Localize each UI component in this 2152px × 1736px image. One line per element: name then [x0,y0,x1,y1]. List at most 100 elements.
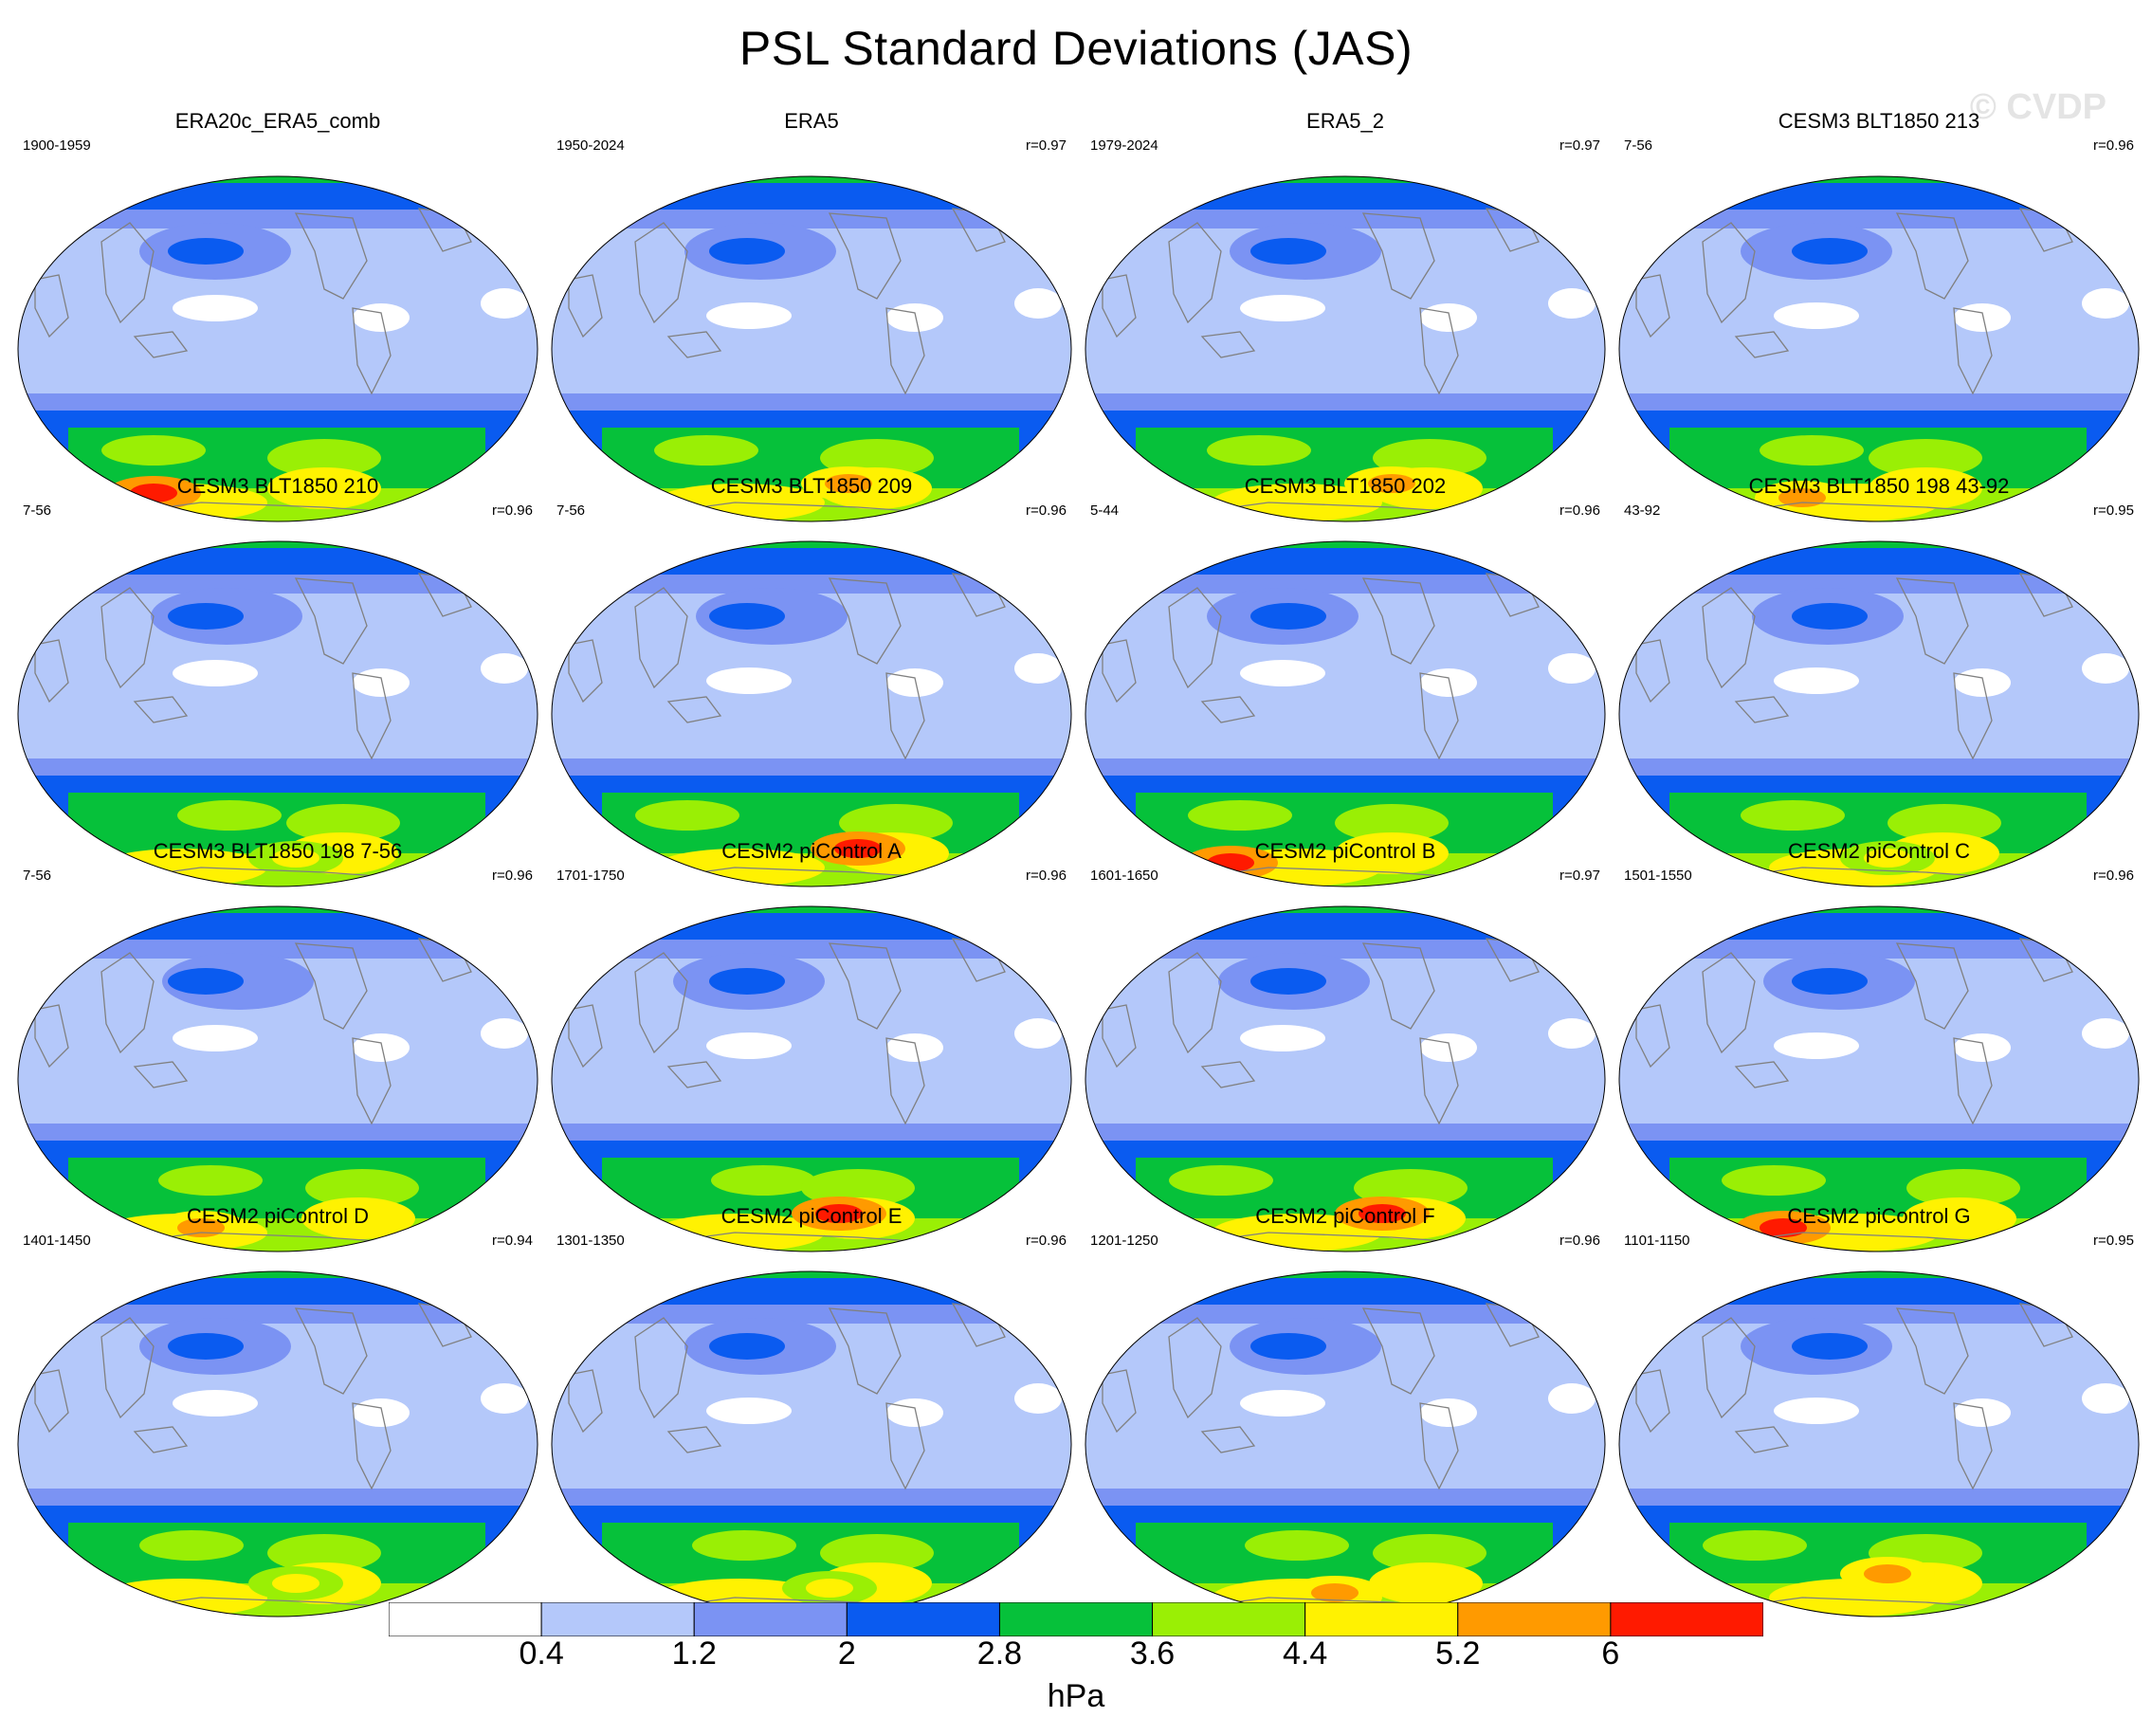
coastline [1953,1037,1993,1125]
coastline [1895,577,1969,665]
field-lobe [820,1534,934,1572]
field-patch [1548,288,1596,319]
field-band [18,1271,538,1305]
field-band [1249,541,1439,548]
panel-title: CESM2 piControl A [721,839,902,863]
coastline [1168,222,1222,324]
colorbar-units: hPa [1047,1678,1105,1714]
field-patch [2082,288,2129,319]
field-max [825,474,872,493]
coastline [100,1317,155,1419]
coastline [1200,1061,1256,1088]
panel-correlation: r=0.97 [1559,137,1600,154]
coastline [1953,1402,1993,1490]
coastline [1168,1317,1222,1419]
colorbar-swatch [1152,1602,1306,1636]
panel-years: 1101-1150 [1624,1233,1690,1249]
panel-title: CESM3 BLT1850 213 [1778,109,1980,133]
field-patch [706,1398,792,1424]
field-patch [1014,288,1062,319]
coastline [1702,1317,1756,1419]
field-lobe [1188,800,1292,831]
coastline [1635,1369,1670,1434]
coastline [133,696,189,723]
colorbar-tick-label: 6 [1601,1635,1620,1672]
field-patch [1240,660,1325,686]
panel-correlation: r=0.96 [492,503,533,519]
field-lobe [1369,1562,1483,1604]
field-patch [1240,1025,1325,1051]
coastline [1168,952,1222,1054]
field-lobe [654,435,758,466]
panel-correlation: r=0.94 [492,1233,533,1249]
map-panel: CESM3 BLT1850 213 7-56 r=0.96 [1613,109,2145,522]
field-lobe [1869,439,1982,477]
coastline [1361,212,1435,300]
field-band [1085,541,1605,575]
field-lobe [709,1333,785,1360]
panel-years: 1950-2024 [556,137,625,154]
coastline [1102,1004,1137,1069]
coastline [352,307,392,395]
panel-correlation: r=0.96 [1559,503,1600,519]
coastline [1702,952,1756,1054]
panel-years: 7-56 [23,503,52,519]
panel-correlation: r=0.96 [492,868,533,884]
field-patch [2082,653,2129,684]
coastline [1419,307,1459,395]
field-lobe [1888,804,2001,842]
coastline [100,952,155,1054]
field-patch [481,1383,528,1414]
field-lobe [709,968,785,995]
panel-title: CESM3 BLT1850 198 43-92 [1748,474,2010,498]
coastline [352,1037,392,1125]
field-band [18,176,538,210]
field-patch [353,668,410,697]
colorbar-swatch [389,1602,542,1636]
coastline [133,1061,189,1088]
coastline [100,587,155,689]
field-lobe [1207,435,1311,466]
colorbar-tick-label: 2 [837,1635,856,1672]
coastline [1200,1426,1256,1453]
colorbar-tick-label: 4.4 [1283,1635,1328,1672]
field-patch [1014,653,1062,684]
page-title: PSL Standard Deviations (JAS) [739,22,1413,75]
colorbar-tick-label: 3.6 [1129,1635,1176,1672]
coastline [1734,1426,1790,1453]
map-panel: CESM2 piControl B 1601-1650 r=0.97 [1079,839,1612,1252]
coastline [634,1317,688,1419]
field-patch [886,1398,943,1427]
map-outline [17,1270,538,1617]
map-outline [1085,175,1606,522]
field-lobe [267,1534,381,1572]
map-panel: CESM3 BLT1850 198 7-56 7-56 r=0.96 [11,839,544,1252]
field-band [1085,1271,1605,1305]
field-patch [1014,1018,1062,1049]
map-panel: CESM3 BLT1850 210 7-56 r=0.96 [11,474,544,887]
field-patch [1420,303,1477,332]
field-lobe [177,800,282,831]
panel-years: 7-56 [23,868,52,884]
field-lobe [1335,832,1449,874]
panel-years: 5-44 [1090,503,1120,519]
map-outline [1618,1270,2140,1617]
field-patch [706,667,792,694]
field-patch [353,1033,410,1062]
coastline [568,1369,603,1434]
panel-title: CESM2 piControl D [187,1204,369,1228]
panel-title: CESM2 piControl B [1254,839,1436,863]
field-patch [1420,1033,1477,1062]
field-lobe [1792,603,1868,630]
panel-years: 1301-1350 [556,1233,625,1249]
field-lobe [168,238,244,265]
field-lobe [692,1530,796,1561]
field-lobe [1792,1333,1868,1360]
coastline [1361,1307,1435,1395]
field-patch [886,668,943,697]
field-lobe [305,1169,419,1207]
map-outline [1085,905,1606,1252]
panel-title: CESM2 piControl E [720,1204,903,1228]
map-panel: ERA20c_ERA5_comb 1900-1959 [11,109,544,522]
coastline [1953,672,1993,760]
